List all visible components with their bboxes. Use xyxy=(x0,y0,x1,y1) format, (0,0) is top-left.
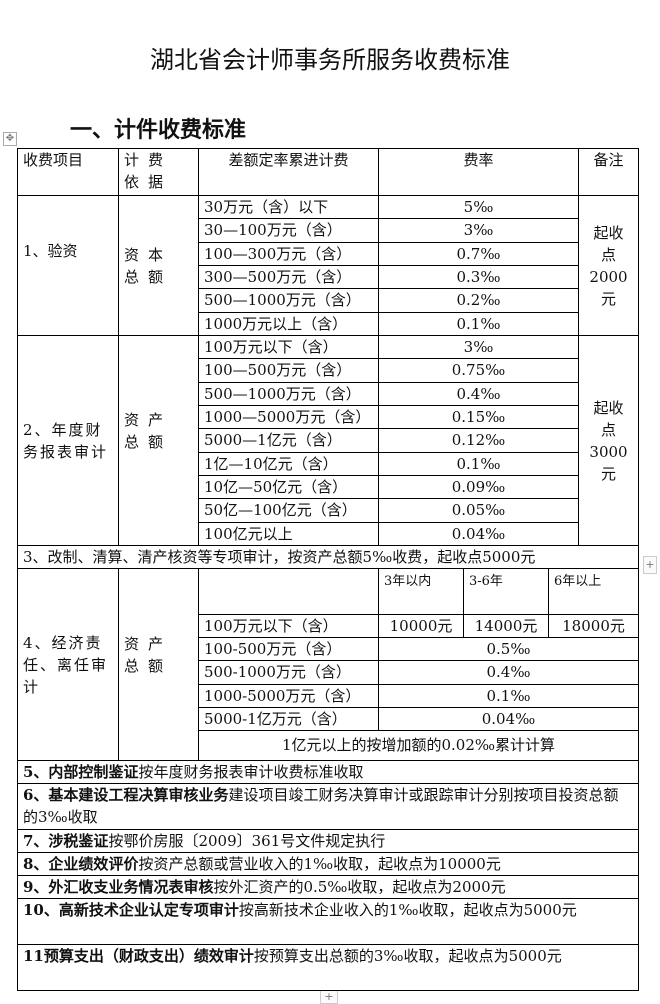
tier-cell: 5000-1亿万元（含） xyxy=(199,708,379,731)
rate-cell: 0.75‰ xyxy=(379,359,579,383)
rate-cell: 5‰ xyxy=(379,196,579,219)
s4-period-1: 3-6年 xyxy=(464,569,549,615)
rate-cell: 0.04‰ xyxy=(379,708,639,731)
section-heading: 一、计件收费标准 xyxy=(70,117,247,143)
rate-cell: 0.12‰ xyxy=(379,429,579,453)
item-row: 7、涉税鉴证按鄂价房服〔2009〕361号文件规定执行 xyxy=(18,830,639,853)
rate-cell: 0.09‰ xyxy=(379,476,579,499)
rate-cell: 0.1‰ xyxy=(379,313,579,336)
item-text: 按年度财务报表审计收费标准收取 xyxy=(138,763,364,781)
document-title: 湖北省会计师事务所服务收费标准 xyxy=(150,46,510,74)
tier-cell: 30万元（含）以下 xyxy=(199,196,379,219)
tier-cell: 100-500万元（含） xyxy=(199,638,379,661)
tier-cell: 1亿—10亿元（含） xyxy=(199,453,379,476)
s1-item: 1、验资 xyxy=(18,196,119,336)
tier-cell: 50亿—100亿元（含） xyxy=(199,499,379,523)
item-row: 9、外汇收支业务情况表审核按外汇资产的0.5‰收取，起收点为2000元 xyxy=(18,876,639,899)
tier-cell: 500-1000万元（含） xyxy=(199,661,379,685)
tier-cell: 30—100万元（含） xyxy=(199,219,379,243)
header-note: 备注 xyxy=(579,149,639,196)
s4-fee-2: 18000元 xyxy=(549,615,639,638)
table-move-handle-icon[interactable]: ✥ xyxy=(3,132,17,146)
tier-cell: 100—500万元（含） xyxy=(199,359,379,383)
tier-cell: 100亿元以上 xyxy=(199,523,379,546)
item-text: 按鄂价房服〔2009〕361号文件规定执行 xyxy=(108,832,386,850)
rate-cell: 0.2‰ xyxy=(379,289,579,313)
item-title: 8、企业绩效评价 xyxy=(23,855,139,873)
s3-row: 3、改制、清算、清产核资等专项审计，按资产总额5‰收费，起收点5000元 xyxy=(18,546,639,569)
tier-cell: 500—1000万元（含） xyxy=(199,289,379,313)
tier-cell: 5000—1亿元（含） xyxy=(199,429,379,453)
s2-item: 2、年度财务报表审计 xyxy=(18,336,119,546)
rate-cell: 0.4‰ xyxy=(379,661,639,685)
rate-cell: 0.5‰ xyxy=(379,638,639,661)
tier-cell: 300—500万元（含） xyxy=(199,266,379,289)
s1-note: 起收 点 2000 元 xyxy=(579,196,639,336)
header-tier: 差额定率累进计费 xyxy=(199,149,379,196)
rate-cell: 0.04‰ xyxy=(379,523,579,546)
rate-cell: 0.1‰ xyxy=(379,453,579,476)
rate-cell: 0.15‰ xyxy=(379,406,579,429)
rate-cell: 3‰ xyxy=(379,336,579,359)
rate-cell: 0.1‰ xyxy=(379,685,639,708)
item-title: 5、内部控制鉴证 xyxy=(23,763,139,781)
s2-note: 起收 点 3000 元 xyxy=(579,336,639,546)
rate-cell: 0.05‰ xyxy=(379,499,579,523)
item-text: 按预算支出总额的3‰收取，起收点为5000元 xyxy=(253,947,562,965)
item-text: 建设项目竣工财务决算审计或跟踪审计分别按项目投资总额的3‰收取 xyxy=(23,786,619,826)
item-text: 按资产总额或营业收入的1‰收取，起收点为10000元 xyxy=(138,855,501,873)
s1-basis: 资本总额 xyxy=(119,196,199,336)
fee-table: 收费项目 计费依据 差额定率累进计费 费率 备注 1、验资 资本总额 起收 点 … xyxy=(17,148,639,991)
item-row: 5、内部控制鉴证按年度财务报表审计收费标准收取 xyxy=(18,761,639,784)
s4-first-tier: 100万元以下（含） xyxy=(199,615,379,638)
tier-cell: 500—1000万元（含） xyxy=(199,383,379,406)
item-row: 10、高新技术企业认定专项审计按高新技术企业收入的1‰收取，起收点为5000元 xyxy=(18,899,639,945)
rate-cell: 0.7‰ xyxy=(379,243,579,266)
s4-basis: 资产总额 xyxy=(119,569,199,761)
item-row: 11预算支出（财政支出）绩效审计按预算支出总额的3‰收取，起收点为5000元 xyxy=(18,945,639,991)
s4-item: 4、经济责任、离任审计 xyxy=(18,569,119,761)
s4-period-0: 3年以内 xyxy=(379,569,464,615)
s2-basis: 资产总额 xyxy=(119,336,199,546)
item-row: 8、企业绩效评价按资产总额或营业收入的1‰收取，起收点为10000元 xyxy=(18,853,639,876)
rate-cell: 0.3‰ xyxy=(379,266,579,289)
tier-cell: 100万元以下（含） xyxy=(199,336,379,359)
header-item: 收费项目 xyxy=(18,149,119,196)
item-title: 11预算支出（财政支出）绩效审计 xyxy=(23,947,254,965)
s4-fee-1: 14000元 xyxy=(464,615,549,638)
tier-cell: 1000万元以上（含） xyxy=(199,313,379,336)
item-text: 按外汇资产的0.5‰收取，起收点为2000元 xyxy=(213,878,506,896)
header-rate: 费率 xyxy=(379,149,579,196)
item-row: 6、基本建设工程决算审核业务建设项目竣工财务决算审计或跟踪审计分别按项目投资总额… xyxy=(18,784,639,830)
tier-cell: 100—300万元（含） xyxy=(199,243,379,266)
s4-blank xyxy=(199,569,379,615)
tier-cell: 10亿—50亿元（含） xyxy=(199,476,379,499)
s4-fee-0: 10000元 xyxy=(379,615,464,638)
s4-above: 1亿元以上的按增加额的0.02‰累计计算 xyxy=(199,731,639,761)
rate-cell: 0.4‰ xyxy=(379,383,579,406)
item-title: 7、涉税鉴证 xyxy=(23,832,109,850)
tier-cell: 1000-5000万元（含） xyxy=(199,685,379,708)
item-title: 9、外汇收支业务情况表审核 xyxy=(23,878,214,896)
add-column-button[interactable]: + xyxy=(643,556,657,574)
item-title: 10、高新技术企业认定专项审计 xyxy=(23,901,239,919)
item-text: 按高新技术企业收入的1‰收取，起收点为5000元 xyxy=(238,901,577,919)
rate-cell: 3‰ xyxy=(379,219,579,243)
s4-period-2: 6年以上 xyxy=(549,569,639,615)
tier-cell: 1000—5000万元（含） xyxy=(199,406,379,429)
header-basis: 计费依据 xyxy=(119,149,199,196)
item-title: 6、基本建设工程决算审核业务 xyxy=(23,786,229,804)
